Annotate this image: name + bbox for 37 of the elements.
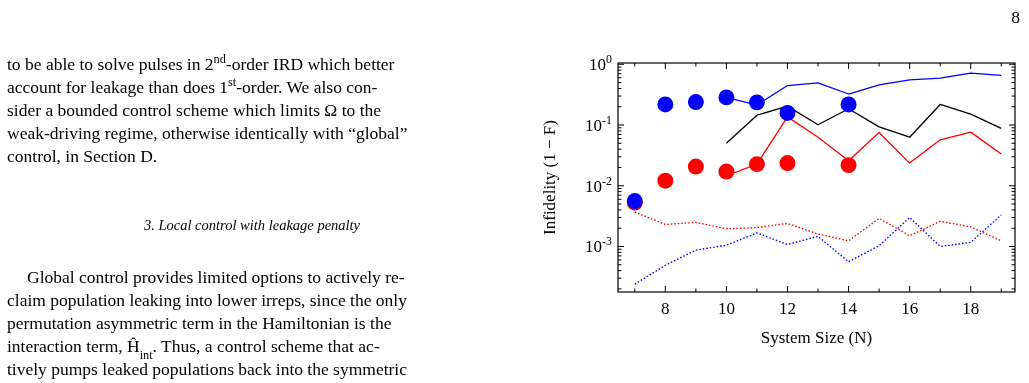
y-tick-label: 10$^{0}$ [589,52,613,75]
line-series [634,214,1002,285]
x-tick-label: 16 [901,299,919,318]
y-tick-label: 10$^{-1}$ [585,113,613,136]
point [779,155,796,172]
text: account for leakage than does 1$^{st}$-order. We also con- [7,75,378,97]
y-axis-title: Infidelity (1 − F) [540,120,559,235]
y-tick-label: 10$^{-3}$ [585,234,613,257]
point [657,96,674,113]
text: Global control provides limited options to actively re- [27,267,405,287]
point [748,156,765,173]
text: 8 [1011,7,1021,27]
x-tick-label: 10 [717,299,735,318]
point [840,157,857,174]
x-tick-label: 12 [778,299,796,318]
text: 3. Local control with leakage penalty [142,217,361,233]
x-tick-label: 8 [661,299,670,318]
point [687,158,704,175]
x-tick-label: 14 [840,299,858,318]
point [718,163,735,180]
x-tick-label: 18 [962,299,980,318]
text: control, in Section D. [7,146,158,166]
point [718,89,735,106]
text: interaction term, Ĥ$_{int}$. Thus, a control scheme that ac- [7,336,380,362]
point [748,94,765,111]
text: claim population leaking into lower irreps, since the only [7,290,408,310]
point [840,96,857,113]
x-axis-title: System Size (N) [760,328,873,347]
text: weak-driving regime, otherwise identically with “global” [7,123,408,143]
point [779,104,796,121]
point [657,172,674,189]
text: permutation asymmetric term in the Hamiltonian is the [7,313,392,333]
text: tively pumps leaked populations back into the symmetric [7,359,408,379]
text: sider a bounded control scheme which limits Ω to the [7,100,382,120]
text: to be able to solve pulses in 2$^{nd}$-order IRD which better [7,52,395,74]
y-tick-label: 10$^{-2}$ [585,173,613,196]
point [687,94,704,110]
